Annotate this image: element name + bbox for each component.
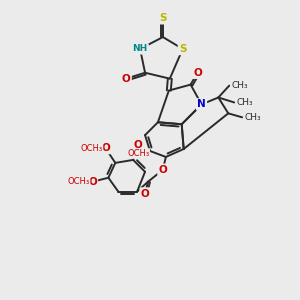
Text: OCH₃: OCH₃ — [127, 149, 149, 158]
Text: O: O — [122, 74, 130, 84]
Text: CH₃: CH₃ — [244, 113, 261, 122]
Text: OCH₃: OCH₃ — [80, 143, 102, 152]
Text: NH: NH — [133, 44, 148, 53]
Text: S: S — [179, 44, 186, 54]
Text: O: O — [88, 177, 97, 187]
Text: O: O — [141, 189, 149, 199]
Text: O: O — [158, 165, 167, 175]
Text: O: O — [193, 68, 202, 78]
Text: O: O — [101, 143, 110, 153]
Text: N: N — [197, 99, 206, 110]
Text: O: O — [134, 140, 142, 150]
Text: CH₃: CH₃ — [236, 98, 253, 107]
Text: S: S — [159, 13, 166, 23]
Text: CH₃: CH₃ — [231, 81, 248, 90]
Text: OCH₃: OCH₃ — [68, 177, 90, 186]
